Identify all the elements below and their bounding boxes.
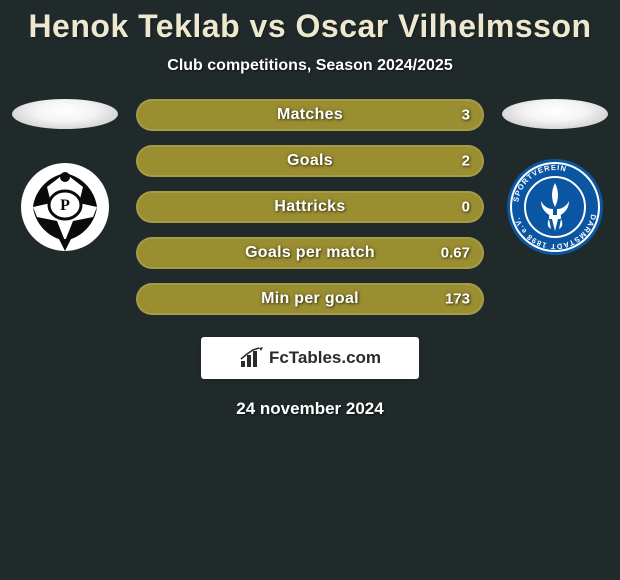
stat-value: 0 [462,199,470,216]
comparison-body: P Matches 3 Goals 2 Hattricks 0 Goals per matc… [0,99,620,315]
snapshot-date: 24 november 2024 [0,399,620,419]
bars-icon [239,347,265,369]
stat-label: Matches [277,106,343,124]
stat-row: Min per goal 173 [136,283,484,315]
stat-label: Min per goal [261,290,359,308]
preussen-muenster-crest-icon: P [17,159,113,255]
right-club-badge: SPORTVEREIN DARMSTADT 1898 e.V. [507,159,603,255]
right-country-flag [502,99,608,129]
page-subtitle: Club competitions, Season 2024/2025 [0,57,620,75]
svg-text:P: P [60,197,70,214]
stat-label: Goals [287,152,333,170]
stat-row: Goals 2 [136,145,484,177]
stat-row: Goals per match 0.67 [136,237,484,269]
stat-value: 0.67 [441,245,470,262]
stat-row: Hattricks 0 [136,191,484,223]
fctables-branding[interactable]: FcTables.com [201,337,419,379]
stat-value: 3 [462,107,470,124]
stats-column: Matches 3 Goals 2 Hattricks 0 Goals per match 0… [136,99,484,315]
stat-value: 2 [462,153,470,170]
left-player-column: P [12,99,118,255]
darmstadt-crest-icon: SPORTVEREIN DARMSTADT 1898 e.V. [507,159,603,255]
branding-text: FcTables.com [269,348,381,368]
comparison-card: Henok Teklab vs Oscar Vilhelmsson Club c… [0,0,620,419]
stat-value: 173 [445,291,470,308]
stat-label: Goals per match [245,244,375,262]
left-country-flag [12,99,118,129]
stat-row: Matches 3 [136,99,484,131]
stat-label: Hattricks [274,198,345,216]
left-club-badge: P [17,159,113,255]
page-title: Henok Teklab vs Oscar Vilhelmsson [0,8,620,45]
right-player-column: SPORTVEREIN DARMSTADT 1898 e.V. [502,99,608,255]
